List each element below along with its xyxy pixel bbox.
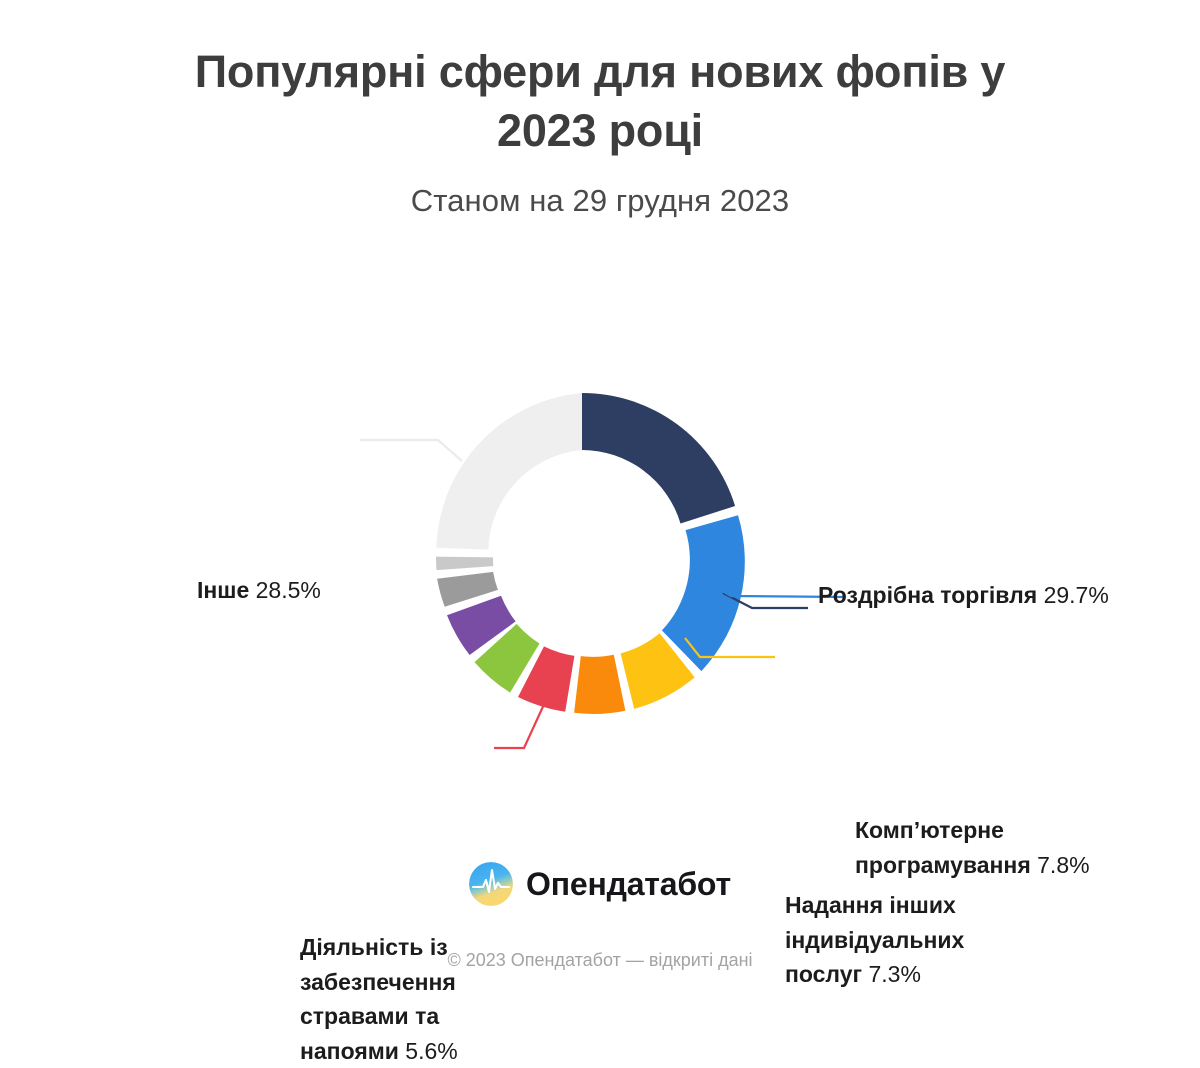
slice-retail[interactable] xyxy=(582,392,736,524)
chart-header: Популярні сфери для нових фопів у 2023 р… xyxy=(0,0,1200,219)
brand-name: Опендатабот xyxy=(526,865,731,902)
leader-line-other xyxy=(360,438,463,462)
callout-food-value: 5.6% xyxy=(405,1037,458,1064)
slice-legal[interactable] xyxy=(435,556,494,571)
opendatabot-pulse-logo-icon xyxy=(469,862,514,906)
donut-slices xyxy=(435,392,745,714)
callout-it-value: 7.8% xyxy=(1037,851,1090,878)
slice-services[interactable] xyxy=(620,633,695,709)
callout-services-value: 7.3% xyxy=(868,961,921,987)
slice-other[interactable] xyxy=(436,393,582,550)
chart-subtitle: Станом на 29 грудня 2023 xyxy=(410,182,790,218)
leader-line-retail xyxy=(722,592,808,610)
callout-it: Комп’ютерне програмування 7.8% xyxy=(855,813,1185,882)
callout-retail-value: 29.7% xyxy=(1043,582,1109,608)
callout-it-category: Комп’ютерне програмування xyxy=(855,817,1031,878)
donut-chart: Роздрібна торгівля 29.7% Комп’ютерне про… xyxy=(0,248,1200,1064)
callout-other-value: 28.5% xyxy=(255,577,321,603)
page-title: Популярні сфери для нових фопів у 2023 р… xyxy=(194,46,1006,157)
leader-line-it xyxy=(711,584,846,599)
callout-other: Інше 28.5% xyxy=(197,573,457,608)
logo-svg xyxy=(469,862,514,906)
callout-retail: Роздрібна торгівля 29.7% xyxy=(818,578,1200,613)
slice-food[interactable] xyxy=(518,646,575,712)
donut-chart-svg xyxy=(360,392,846,750)
brand-lockup: Опендатабот xyxy=(0,862,1200,906)
slice-it[interactable] xyxy=(661,515,745,672)
slice-support[interactable] xyxy=(437,571,498,607)
slice-transport[interactable] xyxy=(474,623,540,693)
leader-lines xyxy=(360,438,846,750)
copyright-text: © 2023 Опендатабот — відкриті дані xyxy=(447,950,753,970)
callout-retail-category: Роздрібна торгівля xyxy=(818,582,1038,608)
callout-other-category: Інше xyxy=(197,577,250,603)
callout-services: Надання інших індивідуальних послуг 7.3% xyxy=(785,888,1035,992)
leader-line-food xyxy=(494,699,547,750)
slice-consulting[interactable] xyxy=(447,595,516,655)
slice-professional[interactable] xyxy=(574,654,626,714)
callout-services-category: Надання інших індивідуальних послуг xyxy=(785,892,965,987)
leader-line-services xyxy=(684,637,775,659)
